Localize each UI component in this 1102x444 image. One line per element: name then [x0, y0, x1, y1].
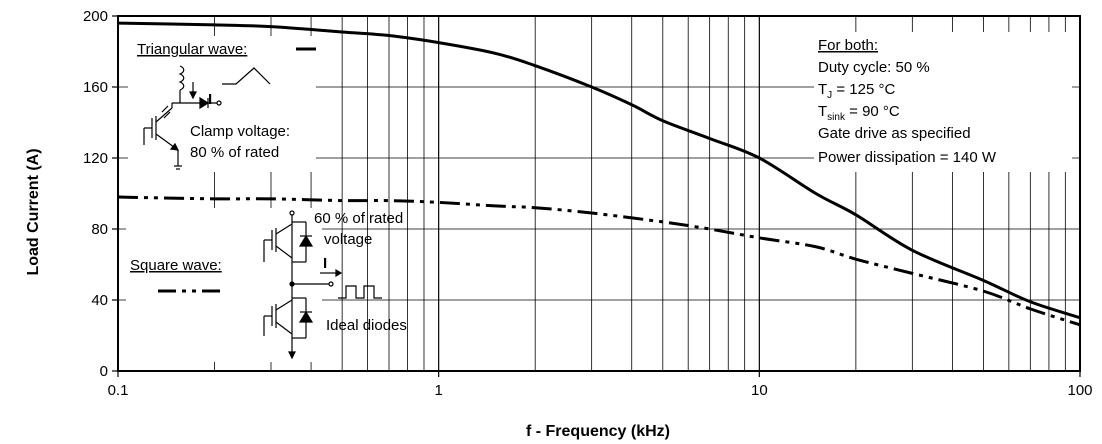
duty-cycle: Duty cycle: 50 %	[818, 59, 930, 76]
y-tick-label: 160	[83, 79, 108, 96]
tick-labels: 0 40 80 120 160 200 0.1 1 10 100	[83, 8, 1093, 399]
y-tick-label: 80	[91, 221, 108, 238]
x-tick-label: 1	[434, 382, 442, 399]
clamp-voltage-line1: Clamp voltage:	[190, 123, 290, 140]
y-tick-label: 200	[83, 8, 108, 25]
rated-voltage-line2: voltage	[324, 231, 372, 248]
tsink-condition: Tsink = 90 °C	[818, 103, 900, 123]
tj-prefix: T	[818, 81, 827, 98]
x-tick-label: 10	[751, 382, 768, 399]
half-bridge-circuit-icon	[263, 210, 382, 360]
plot-frame	[117, 15, 1081, 372]
square-annotation-box	[126, 208, 322, 362]
x-tick-label: 100	[1067, 382, 1092, 399]
tj-value: = 125 °C	[832, 81, 895, 98]
x-tick-label: 0.1	[108, 382, 129, 399]
tsink-sub: sink	[827, 112, 846, 123]
triangular-annotation-box	[128, 36, 316, 172]
y-tick-label: 120	[83, 150, 108, 167]
conditions-box	[814, 32, 1072, 172]
clamp-circuit-icon	[143, 65, 271, 170]
tj-sub: J	[827, 90, 832, 101]
y-tick-label: 40	[91, 292, 108, 309]
series-line-triangular	[117, 21, 1081, 320]
clamp-voltage-line2: 80 % of rated	[190, 144, 279, 161]
square-wave-label: Square wave:	[130, 257, 222, 274]
ideal-diodes-label: Ideal diodes	[326, 317, 407, 334]
power-dissipation: Power dissipation = 140 W	[818, 149, 997, 166]
triangular-wave-label: Triangular wave:	[137, 41, 247, 58]
series-line-square	[117, 195, 1081, 327]
tj-condition: TJ = 125 °C	[818, 81, 895, 101]
current-symbol: I	[208, 91, 212, 108]
x-axis-label: f - Frequency (kHz)	[526, 423, 670, 440]
for-both-label: For both:	[818, 37, 878, 54]
y-tick-label: 0	[100, 363, 108, 380]
rated-voltage-line1: 60 % of rated	[314, 210, 403, 227]
y-axis-label: Load Current (A)	[25, 148, 42, 275]
tsink-value: = 90 °C	[845, 103, 900, 120]
tsink-prefix: T	[818, 103, 827, 120]
current-symbol-square: I	[323, 255, 327, 272]
gate-drive: Gate drive as specified	[818, 125, 971, 142]
series-lines	[117, 21, 1081, 327]
